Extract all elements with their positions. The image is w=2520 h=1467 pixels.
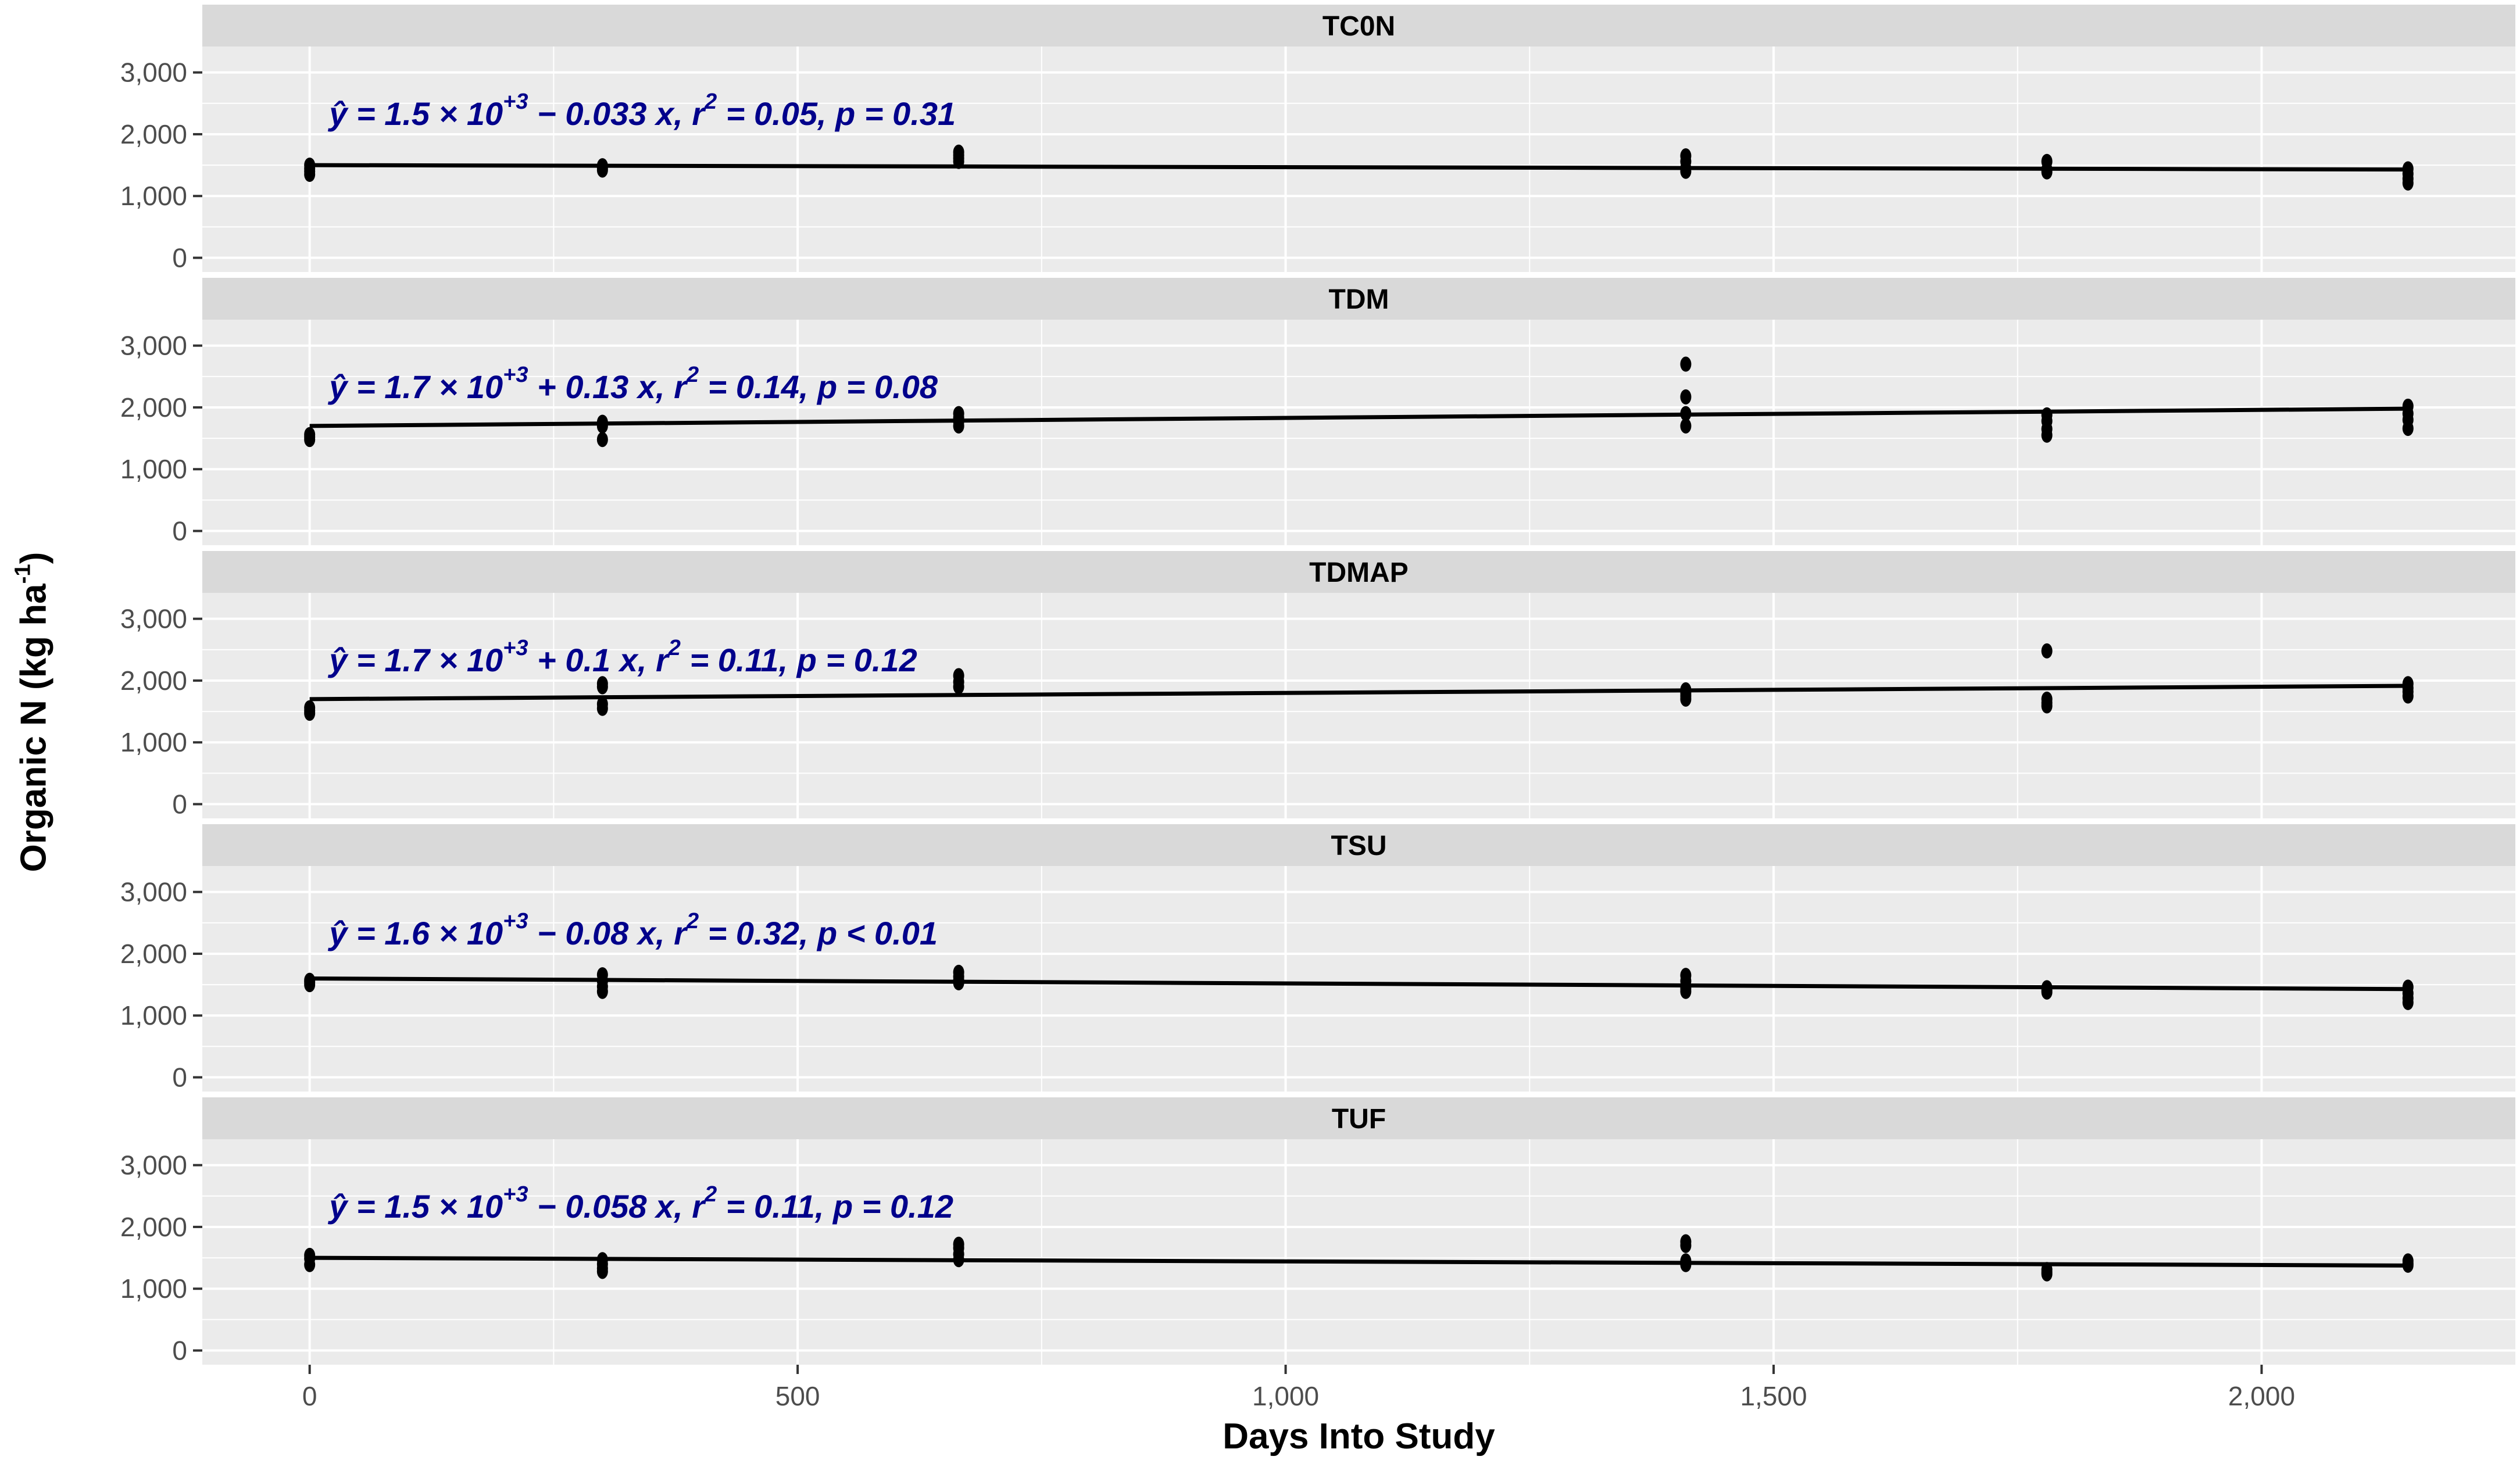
data-point bbox=[953, 418, 964, 434]
facet-panel-TUF: ŷ = 1.5 × 10+3 − 0.058 x, r2 = 0.11, p =… bbox=[120, 1097, 2515, 1411]
y-axis-title: Organic N (kg ha-1) bbox=[10, 552, 55, 872]
facet-panel-TSU: ŷ = 1.6 × 10+3 − 0.08 x, r2 = 0.32, p < … bbox=[120, 824, 2515, 1093]
regression-line bbox=[309, 406, 2408, 428]
data-point bbox=[1680, 1257, 1692, 1272]
facet-strip bbox=[202, 278, 2515, 320]
data-point bbox=[953, 1252, 964, 1268]
facet-strip-label: TUF bbox=[1332, 1104, 1386, 1135]
data-point bbox=[304, 1257, 316, 1272]
panel-background bbox=[202, 1139, 2515, 1365]
x-tick-label: 1,500 bbox=[1740, 1381, 1807, 1411]
data-point bbox=[596, 983, 608, 999]
data-point bbox=[1680, 983, 1692, 999]
data-point bbox=[2402, 688, 2414, 704]
facet-panel-TDMAP: ŷ = 1.7 × 10+3 + 0.1 x, r2 = 0.11, p = 0… bbox=[120, 551, 2515, 820]
y-tick-label: 2,000 bbox=[120, 392, 187, 423]
facet-strip bbox=[202, 824, 2515, 866]
facet-panel-TDM: ŷ = 1.7 × 10+3 + 0.13 x, r2 = 0.14, p = … bbox=[120, 278, 2515, 546]
data-point bbox=[953, 679, 964, 695]
data-point bbox=[1680, 1237, 1692, 1253]
data-point bbox=[304, 977, 316, 993]
data-point bbox=[596, 432, 608, 448]
facet-strip bbox=[202, 1097, 2515, 1139]
facet-strip bbox=[202, 5, 2515, 46]
data-point bbox=[2041, 698, 2053, 714]
data-point bbox=[596, 418, 608, 434]
x-tick-label: 500 bbox=[775, 1381, 820, 1411]
data-point bbox=[596, 1264, 608, 1279]
y-tick-label: 1,000 bbox=[120, 1273, 187, 1304]
y-tick-label: 3,000 bbox=[120, 331, 187, 361]
data-point bbox=[304, 432, 316, 448]
x-tick-label: 0 bbox=[302, 1381, 317, 1411]
x-axis-title: Days Into Study bbox=[1223, 1416, 1495, 1457]
regression-equation-label: ŷ = 1.7 × 10+3 + 0.13 x, r2 = 0.14, p = … bbox=[327, 363, 938, 405]
panel-background bbox=[202, 593, 2515, 818]
data-point bbox=[304, 167, 316, 183]
y-tick-label: 3,000 bbox=[120, 604, 187, 634]
panel-background bbox=[202, 320, 2515, 545]
y-tick-label: 0 bbox=[172, 516, 187, 546]
data-point bbox=[2402, 994, 2414, 1010]
regression-equation-label: ŷ = 1.6 × 10+3 − 0.08 x, r2 = 0.32, p < … bbox=[327, 909, 938, 951]
data-point bbox=[2402, 1257, 2414, 1273]
data-point bbox=[596, 679, 608, 695]
y-tick-label: 0 bbox=[172, 243, 187, 273]
data-point bbox=[2041, 984, 2053, 1000]
y-tick-label: 0 bbox=[172, 789, 187, 820]
data-point bbox=[1680, 163, 1692, 179]
y-tick-label: 3,000 bbox=[120, 877, 187, 907]
facet-strip-label: TDM bbox=[1329, 284, 1389, 315]
regression-line bbox=[309, 684, 2408, 702]
y-tick-label: 0 bbox=[172, 1336, 187, 1366]
data-point bbox=[2041, 427, 2053, 443]
data-point bbox=[2041, 643, 2053, 659]
panel-background bbox=[202, 46, 2515, 272]
y-tick-label: 3,000 bbox=[120, 58, 187, 88]
y-tick-label: 2,000 bbox=[120, 939, 187, 969]
y-tick-label: 2,000 bbox=[120, 665, 187, 696]
y-tick-label: 1,000 bbox=[120, 181, 187, 211]
x-tick-label: 2,000 bbox=[2228, 1381, 2295, 1411]
data-point bbox=[1680, 406, 1692, 421]
facet-strip bbox=[202, 551, 2515, 593]
regression-line bbox=[309, 976, 2408, 992]
data-point bbox=[2402, 421, 2414, 436]
y-tick-label: 0 bbox=[172, 1062, 187, 1093]
y-tick-label: 3,000 bbox=[120, 1150, 187, 1180]
y-tick-label: 1,000 bbox=[120, 727, 187, 757]
y-tick-label: 1,000 bbox=[120, 1000, 187, 1031]
data-point bbox=[1680, 418, 1692, 434]
data-point bbox=[2041, 164, 2053, 180]
data-point bbox=[304, 706, 316, 721]
facet-panel-TC0N: ŷ = 1.5 × 10+3 − 0.033 x, r2 = 0.05, p =… bbox=[120, 5, 2515, 273]
data-point bbox=[953, 975, 964, 990]
facet-strip-label: TDMAP bbox=[1309, 557, 1409, 588]
data-point bbox=[596, 700, 608, 716]
regression-equation-label: ŷ = 1.5 × 10+3 − 0.033 x, r2 = 0.05, p =… bbox=[327, 90, 956, 132]
data-point bbox=[1680, 356, 1692, 372]
data-point bbox=[2041, 1266, 2053, 1282]
y-axis-title-close: ) bbox=[13, 552, 54, 564]
y-tick-label: 2,000 bbox=[120, 119, 187, 149]
data-point bbox=[2402, 175, 2414, 191]
regression-line bbox=[309, 163, 2408, 172]
y-tick-label: 1,000 bbox=[120, 454, 187, 484]
x-tick-label: 1,000 bbox=[1252, 1381, 1319, 1411]
regression-equation-label: ŷ = 1.7 × 10+3 + 0.1 x, r2 = 0.11, p = 0… bbox=[327, 636, 917, 678]
data-point bbox=[596, 162, 608, 178]
y-tick-label: 2,000 bbox=[120, 1212, 187, 1242]
data-point bbox=[1680, 389, 1692, 405]
y-axis-title-superscript: -1 bbox=[10, 564, 35, 584]
regression-equation-label: ŷ = 1.5 × 10+3 − 0.058 x, r2 = 0.11, p =… bbox=[327, 1182, 953, 1225]
facet-strip-label: TC0N bbox=[1322, 11, 1395, 42]
y-axis-title-main: Organic N (kg ha bbox=[13, 584, 54, 872]
data-point bbox=[1680, 691, 1692, 707]
regression-line bbox=[309, 1255, 2408, 1268]
data-point bbox=[953, 153, 964, 169]
facet-strip-label: TSU bbox=[1331, 831, 1387, 861]
